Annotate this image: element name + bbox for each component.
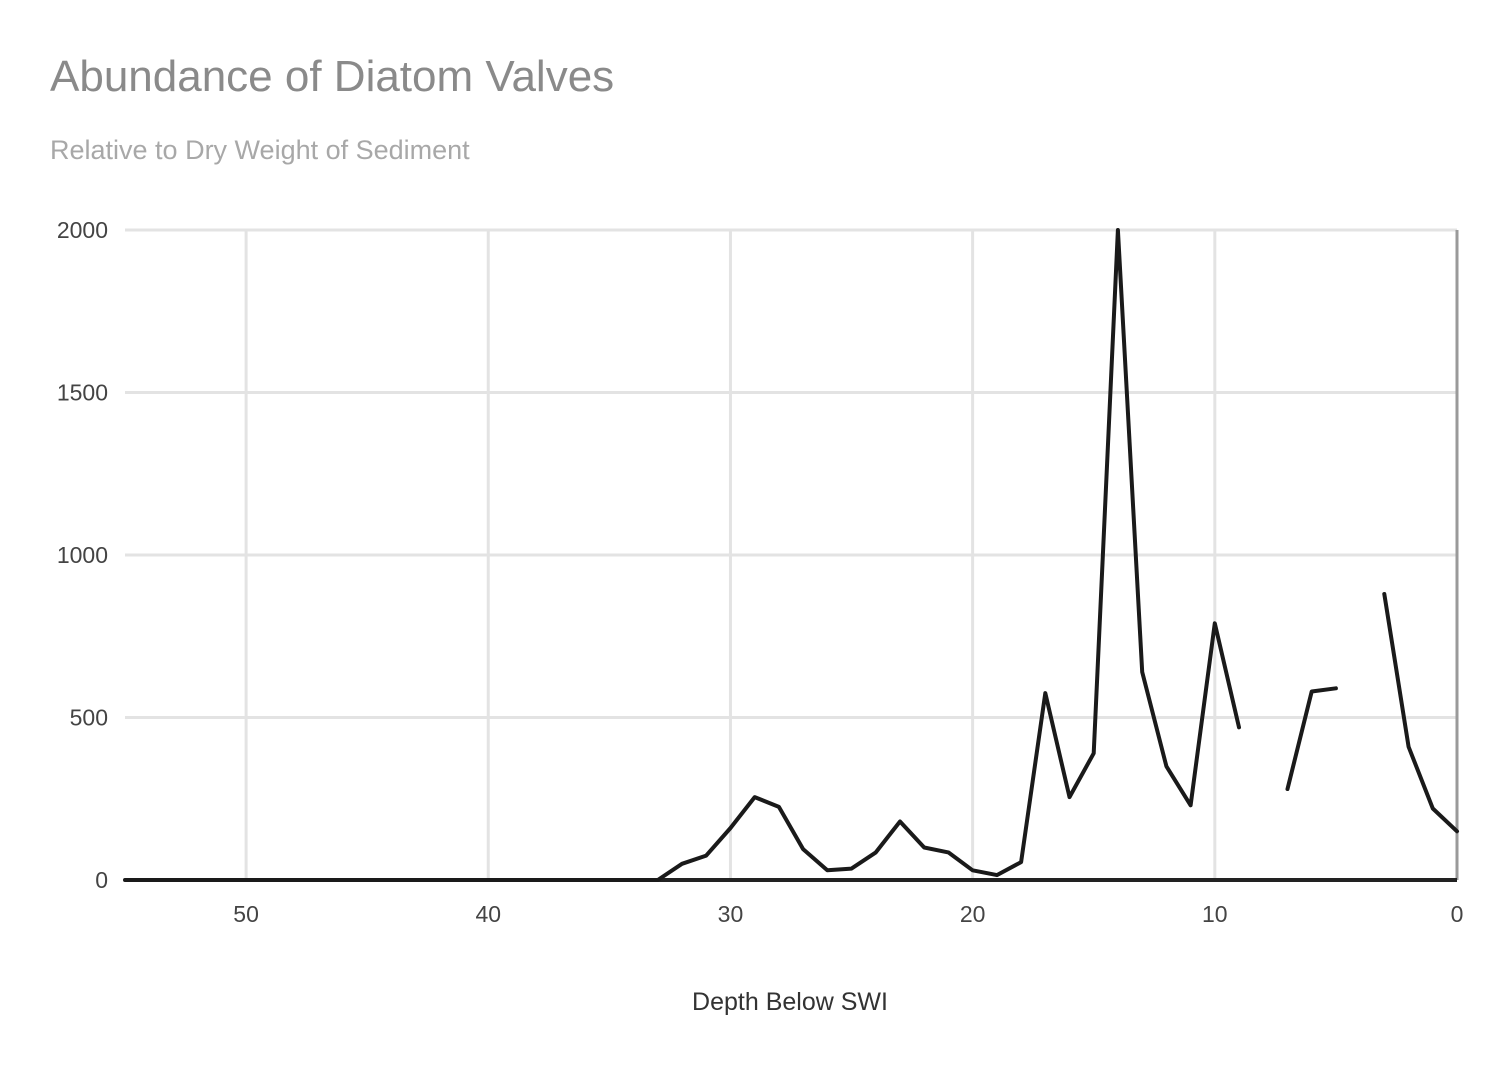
x-tick-label: 40: [475, 901, 501, 927]
y-tick-label: 500: [70, 705, 108, 731]
grid: [125, 228, 1457, 880]
series-line-segment: [1285, 686, 1338, 791]
series-line-segment: [123, 228, 1241, 882]
chart-title: Abundance of Diatom Valves: [50, 52, 615, 101]
x-tick-label: 0: [1451, 901, 1464, 927]
x-tick-label: 50: [233, 901, 259, 927]
chart-subtitle: Relative to Dry Weight of Sediment: [50, 135, 470, 165]
y-tick-label: 1000: [57, 542, 108, 568]
y-tick-label: 1500: [57, 380, 108, 406]
x-tick-label: 20: [960, 901, 986, 927]
x-tick-label: 30: [718, 901, 744, 927]
series-layer: [123, 228, 1459, 882]
x-tick-label: 10: [1202, 901, 1228, 927]
axes: 0 500 1000 1500 2000 50 40 30 20 10 0: [57, 217, 1464, 927]
y-tick-label: 2000: [57, 217, 108, 243]
y-tick-label: 0: [95, 867, 108, 893]
series-line-segment: [1382, 592, 1459, 834]
x-axis-title: Depth Below SWI: [692, 988, 888, 1016]
